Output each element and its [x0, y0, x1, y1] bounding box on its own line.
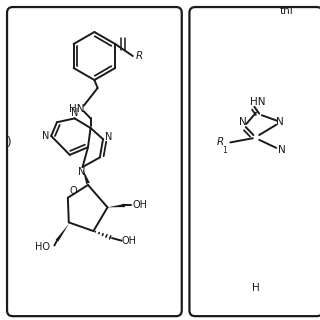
Text: N: N — [278, 145, 285, 156]
Text: ): ) — [6, 136, 10, 149]
Text: HN: HN — [69, 104, 84, 114]
Text: HO: HO — [35, 242, 50, 252]
Text: H: H — [252, 283, 260, 293]
Text: HN: HN — [250, 97, 265, 108]
Text: R: R — [217, 137, 224, 148]
Text: N: N — [78, 167, 86, 177]
Text: N: N — [239, 117, 247, 127]
Text: N: N — [71, 108, 78, 118]
FancyBboxPatch shape — [189, 7, 320, 316]
Polygon shape — [108, 204, 125, 207]
Text: N: N — [42, 131, 49, 141]
Polygon shape — [83, 169, 90, 184]
Text: OH: OH — [121, 236, 136, 246]
Text: O: O — [70, 186, 77, 196]
Text: N: N — [105, 132, 113, 142]
Text: 1: 1 — [222, 146, 227, 155]
Text: thi: thi — [280, 6, 294, 16]
Text: OH: OH — [132, 200, 147, 211]
Text: R: R — [136, 51, 143, 61]
Text: N: N — [276, 117, 284, 127]
FancyBboxPatch shape — [7, 7, 182, 316]
Polygon shape — [56, 224, 69, 242]
